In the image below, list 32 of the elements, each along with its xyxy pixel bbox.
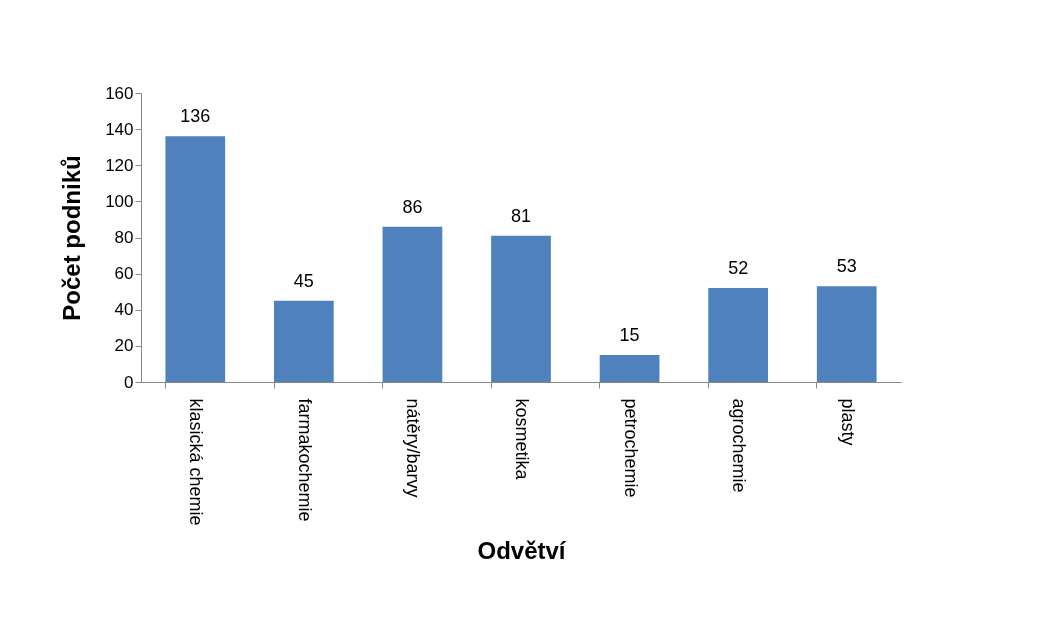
y-tick-label: 140: [105, 119, 134, 139]
bar: [816, 286, 877, 382]
x-tick-label: nátěry/barvy: [403, 398, 424, 498]
data-label: 45: [293, 270, 314, 291]
data-label: 53: [836, 256, 857, 277]
data-label: 81: [510, 205, 532, 226]
bar: [599, 354, 660, 382]
bar: [382, 226, 443, 382]
data-label: 136: [180, 106, 211, 127]
y-tick-label: 160: [105, 83, 134, 103]
data-label: 86: [402, 196, 423, 217]
bar: [165, 136, 226, 382]
data-label: 52: [728, 258, 749, 279]
x-tick-label: klasická chemie: [186, 398, 207, 526]
x-tick-label: kosmetika: [512, 398, 532, 481]
bar: [274, 300, 334, 382]
data-label: 15: [619, 324, 640, 345]
y-tick-label: 60: [114, 264, 134, 284]
x-tick-label: agrochemie: [729, 398, 750, 493]
x-tick-label: petrochemie: [620, 398, 641, 498]
bar: [491, 235, 551, 382]
bar: [708, 288, 768, 382]
y-tick-label: 80: [114, 228, 134, 247]
x-tick-label: plasty: [837, 398, 858, 446]
x-tick-label: farmakochemie: [294, 398, 315, 522]
y-tick-label: 120: [105, 155, 134, 175]
y-axis-title: Počet podniků: [58, 155, 86, 321]
y-tick-label: 0: [124, 372, 134, 392]
x-axis-title: Odvětví: [477, 536, 567, 564]
y-tick-label: 20: [114, 336, 134, 356]
y-tick-label: 40: [114, 300, 134, 320]
y-tick-label: 100: [105, 191, 134, 211]
